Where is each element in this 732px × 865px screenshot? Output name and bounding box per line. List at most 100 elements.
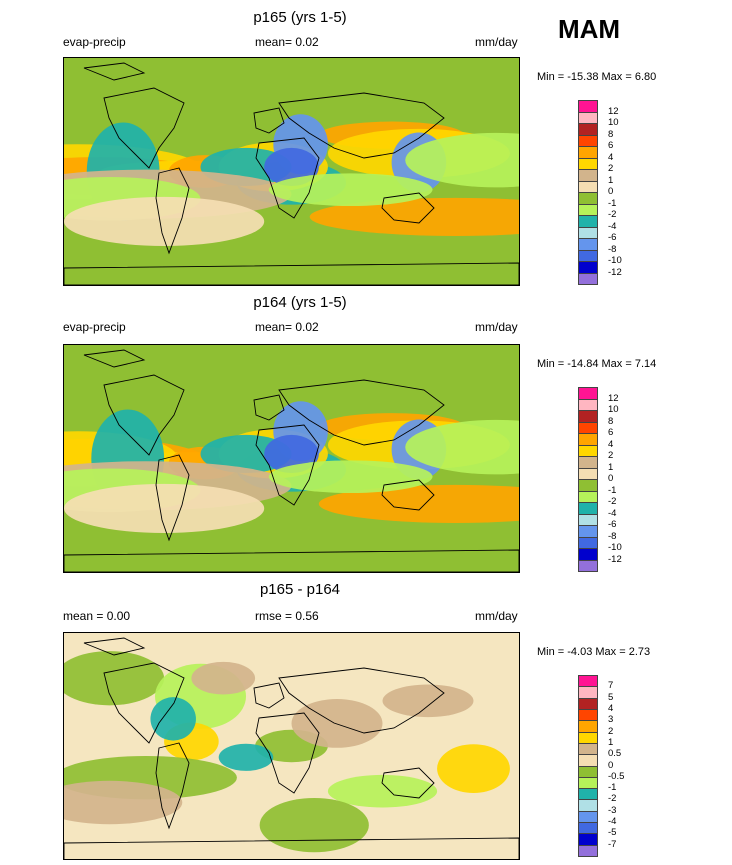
field-contour	[150, 697, 196, 741]
map-plot	[63, 344, 520, 573]
coastline	[253, 682, 285, 709]
colorbar-tick-label: -1	[608, 484, 617, 496]
coastline	[64, 837, 519, 859]
colorbar: 7 5 4 3 2 1 0.5 0 -0.5 -1 -2 -3 -4 -5 -7	[578, 675, 624, 857]
units-label: mm/day	[475, 320, 518, 334]
field-contour	[291, 698, 383, 748]
coastline	[255, 137, 320, 219]
colorbar-tick-label: -7	[608, 838, 617, 850]
colorbar-tick-label: 4	[608, 702, 614, 714]
units-label: mm/day	[475, 609, 518, 623]
colorbar-tick-label: 1	[608, 461, 614, 473]
coastline	[381, 479, 435, 511]
field-contour	[327, 774, 438, 808]
mean-label: mean = 0.00	[63, 609, 131, 623]
coastline	[103, 662, 185, 744]
colorbar-swatch	[578, 272, 598, 285]
map-field	[64, 345, 519, 572]
colorbar-tick-label: -1	[608, 197, 617, 209]
colorbar-tick-label: 7	[608, 680, 614, 692]
colorbar-tick-label: -0.5	[608, 770, 625, 782]
colorbar-tick-label: 1	[608, 736, 614, 748]
colorbar-tick-label: -8	[608, 530, 617, 542]
minmax-label: Min = -14.84 Max = 7.14	[537, 358, 657, 370]
field-contour	[64, 483, 265, 533]
mean-label: mean= 0.02	[255, 320, 319, 334]
coastline	[83, 637, 146, 656]
coastline	[381, 192, 435, 224]
colorbar-tick-label: -1	[608, 782, 617, 794]
field-contour	[64, 196, 265, 246]
colorbar-tick-label: 2	[608, 163, 614, 174]
colorbar-tick-label: 12	[608, 392, 619, 404]
colorbar-tick-label: 12	[608, 105, 619, 117]
colorbar-tick-label: -4	[608, 507, 617, 519]
colorbar-tick-label: -10	[608, 255, 622, 266]
coastline	[253, 107, 285, 134]
colorbar-tick-label: -3	[608, 804, 617, 816]
coastline	[83, 62, 146, 81]
coastline	[155, 742, 190, 830]
coastline	[103, 87, 185, 169]
colorbar-tick-label: 2	[608, 725, 614, 737]
colorbar-tick-label: -6	[608, 232, 617, 243]
colorbar-tick-label: -6	[608, 519, 617, 530]
minmax-label: Min = -15.38 Max = 6.80	[537, 71, 657, 83]
colorbar-tick-label: -2	[608, 209, 617, 220]
colorbar-tick-label: 10	[608, 404, 619, 415]
coastline	[103, 374, 185, 456]
colorbar-tick-label: 0.5	[608, 748, 622, 760]
field-contour	[405, 132, 519, 188]
colorbar-tick-label: 3	[608, 714, 614, 726]
colorbar-tick-label: -12	[608, 266, 622, 278]
colorbar-tick-label: -2	[608, 793, 617, 805]
season-label: MAM	[558, 14, 621, 44]
colorbar: 12 10 8 6 4 2 1 0 -1 -2 -4 -6 -8 -10 -12	[578, 100, 622, 285]
map-plot	[63, 57, 520, 286]
panel-title: p165 - p164	[259, 581, 341, 598]
colorbar-swatch	[578, 844, 598, 857]
map-plot	[63, 632, 520, 860]
colorbar-tick-label: 1	[608, 174, 614, 186]
field-contour	[309, 197, 519, 236]
coastline	[255, 424, 320, 506]
colorbar-tick-label: 6	[608, 140, 614, 151]
rmse-label: rmse = 0.56	[255, 609, 319, 623]
colorbar-tick-label: 5	[608, 691, 614, 703]
coastline	[278, 667, 445, 734]
colorbar-tick-label: 4	[608, 438, 614, 450]
map-field	[64, 633, 519, 859]
colorbar-tick-label: -8	[608, 243, 617, 255]
map-field	[64, 58, 519, 285]
colorbar-tick-label: 0	[608, 186, 614, 197]
field-contour	[191, 661, 256, 695]
colorbar-tick-label: 6	[608, 427, 614, 438]
variable-label: evap-precip	[63, 35, 126, 49]
coastline	[64, 549, 519, 572]
coastline	[278, 92, 445, 159]
colorbar-tick-label: -4	[608, 220, 617, 232]
coastline	[255, 712, 320, 794]
panel-title: p165 (yrs 1-5)	[253, 9, 347, 26]
colorbar-tick-label: 8	[608, 128, 614, 140]
units-label: mm/day	[475, 35, 518, 49]
field-contour	[382, 684, 474, 718]
mean-label: mean= 0.02	[255, 35, 319, 49]
colorbar-tick-label: 10	[608, 117, 619, 128]
colorbar-swatch	[578, 559, 598, 572]
colorbar-tick-label: 8	[608, 415, 614, 427]
colorbar-tick-label: -12	[608, 553, 622, 565]
colorbar-tick-label: 2	[608, 450, 614, 461]
colorbar-tick-label: 0	[608, 759, 614, 771]
field-contour	[405, 419, 519, 475]
coastline	[278, 379, 445, 446]
coastline	[381, 767, 435, 799]
field-contour	[259, 797, 369, 853]
colorbar-tick-label: 4	[608, 151, 614, 163]
field-contour	[268, 173, 433, 207]
variable-label: evap-precip	[63, 320, 126, 334]
coastline	[253, 394, 285, 421]
colorbar-tick-label: -4	[608, 816, 617, 828]
field-contour	[268, 460, 433, 494]
panel-title: p164 (yrs 1-5)	[253, 294, 347, 311]
